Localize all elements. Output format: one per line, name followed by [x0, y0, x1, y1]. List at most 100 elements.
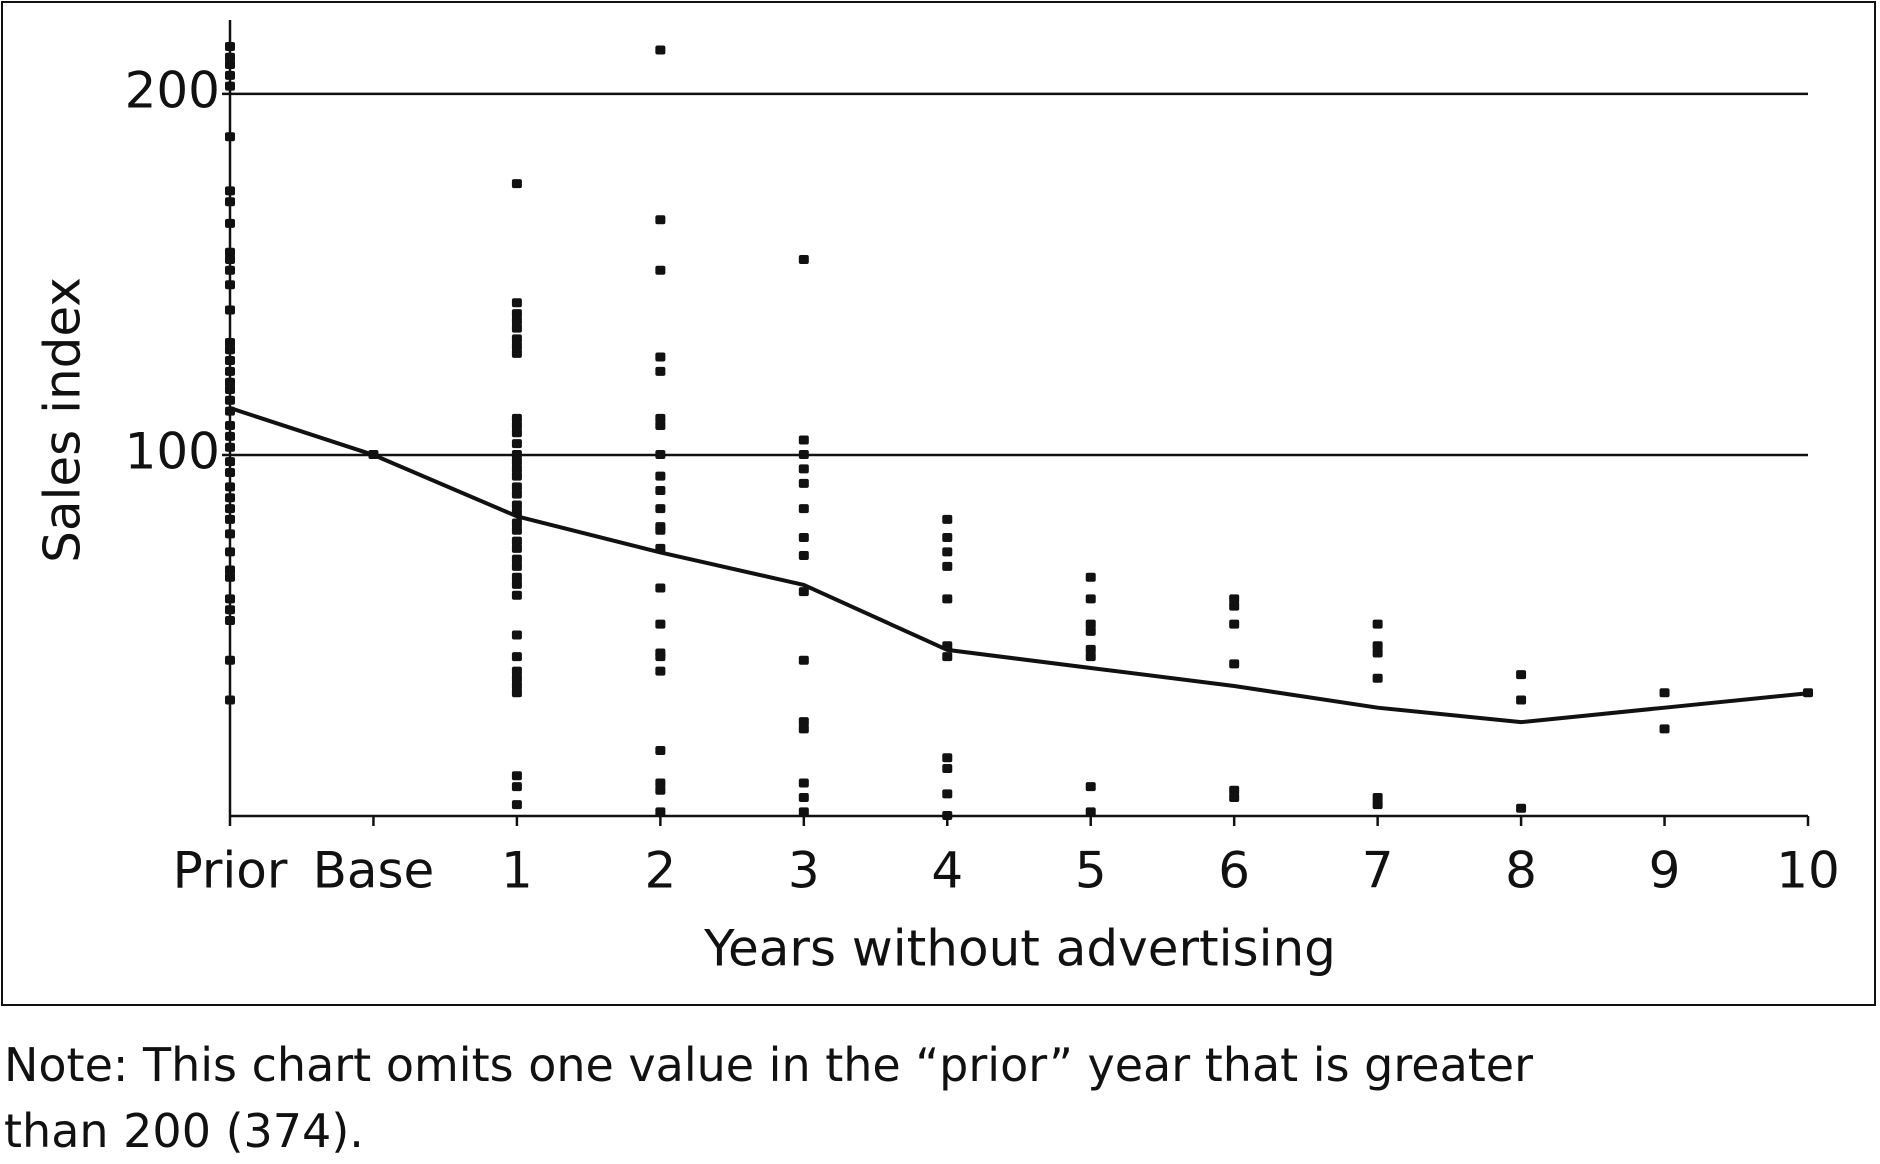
point — [942, 652, 953, 662]
point — [511, 341, 522, 351]
point — [655, 504, 666, 514]
point — [511, 800, 522, 810]
point — [511, 464, 522, 474]
point — [942, 594, 953, 604]
point — [511, 482, 522, 492]
point — [511, 572, 522, 582]
point — [225, 81, 235, 91]
point — [225, 345, 235, 355]
point — [225, 59, 235, 69]
point — [225, 338, 235, 348]
point — [511, 457, 522, 467]
point — [655, 778, 666, 788]
point — [1372, 648, 1383, 658]
point — [1085, 572, 1096, 582]
note: Note: This chart omits one value in the … — [4, 1032, 1533, 1164]
point — [511, 500, 522, 510]
y-tick-label: 200 — [125, 61, 220, 119]
point — [225, 514, 235, 524]
point — [225, 197, 235, 207]
point — [1372, 792, 1383, 802]
point — [942, 764, 953, 774]
point — [225, 70, 235, 80]
point — [511, 525, 522, 535]
point — [511, 421, 522, 431]
point — [1085, 807, 1096, 817]
point — [655, 45, 666, 55]
point — [1372, 673, 1383, 683]
x-tick-label: 5 — [1075, 842, 1107, 900]
x-tick-label: Base — [313, 842, 435, 900]
point — [798, 254, 809, 264]
point — [225, 254, 235, 264]
point — [511, 579, 522, 589]
point — [511, 518, 522, 528]
point — [225, 305, 235, 315]
point — [942, 789, 953, 799]
point — [225, 218, 235, 228]
point — [225, 384, 235, 394]
x-tick-label: 10 — [1776, 842, 1840, 900]
point — [511, 673, 522, 683]
point — [511, 554, 522, 564]
point — [1085, 782, 1096, 792]
chart: Years without advertising Sales index 10… — [34, 20, 1840, 978]
point — [511, 489, 522, 499]
point — [225, 280, 235, 290]
point — [655, 666, 666, 676]
point — [655, 785, 666, 795]
point — [942, 514, 953, 524]
x-tick-label: 8 — [1505, 842, 1537, 900]
point — [1659, 688, 1670, 698]
point — [225, 265, 235, 275]
point — [655, 525, 666, 535]
point — [1372, 641, 1383, 651]
point — [655, 215, 666, 225]
point — [511, 348, 522, 358]
point — [942, 532, 953, 542]
point — [511, 471, 522, 481]
point — [1085, 619, 1096, 629]
point — [798, 778, 809, 788]
point — [511, 179, 522, 189]
point — [798, 532, 809, 542]
point — [225, 366, 235, 376]
point — [1659, 724, 1670, 734]
point — [942, 753, 953, 763]
point — [942, 547, 953, 557]
point — [225, 493, 235, 503]
point — [655, 265, 666, 275]
point — [1085, 594, 1096, 604]
point — [798, 717, 809, 727]
point — [511, 334, 522, 344]
point — [798, 587, 809, 597]
point — [511, 323, 522, 333]
point — [798, 449, 809, 459]
point — [511, 666, 522, 676]
point — [655, 807, 666, 817]
point — [225, 186, 235, 196]
point — [225, 572, 235, 582]
point — [511, 428, 522, 438]
y-tick-label: 100 — [125, 422, 220, 480]
point — [1229, 785, 1240, 795]
point — [225, 616, 235, 626]
point — [1085, 644, 1096, 654]
point — [798, 435, 809, 445]
point — [511, 309, 522, 319]
point — [1372, 619, 1383, 629]
point — [511, 590, 522, 600]
point — [798, 655, 809, 665]
point — [511, 782, 522, 792]
point — [225, 41, 235, 51]
point — [655, 619, 666, 629]
point — [1516, 670, 1527, 680]
point — [225, 529, 235, 539]
point — [225, 247, 235, 257]
point — [225, 395, 235, 405]
point — [1085, 626, 1096, 636]
point — [225, 467, 235, 477]
point — [225, 594, 235, 604]
x-tick-label: 7 — [1362, 842, 1394, 900]
x-tick-label: 2 — [644, 842, 676, 900]
